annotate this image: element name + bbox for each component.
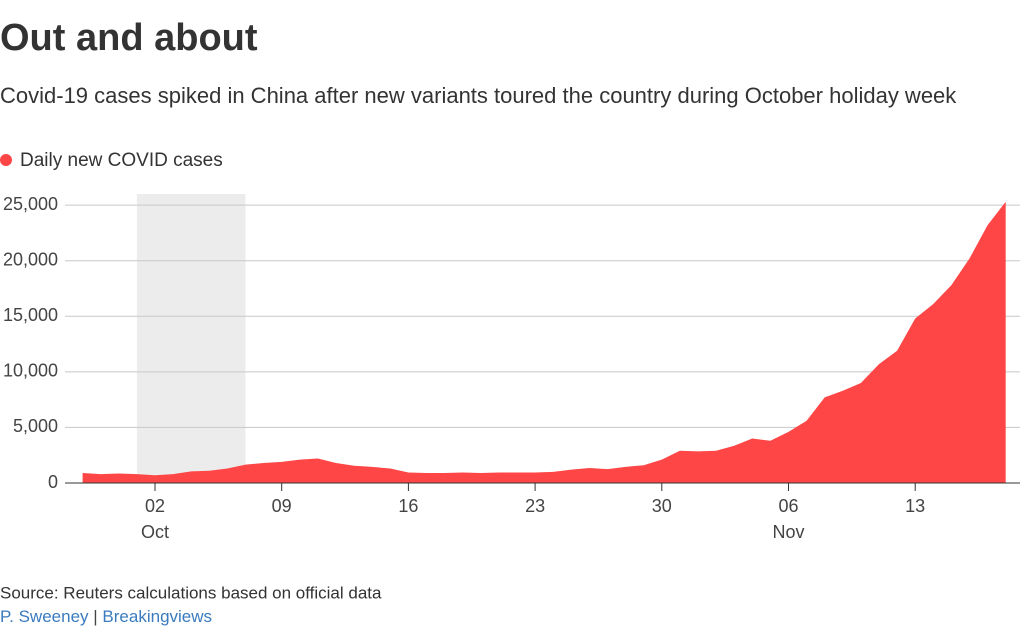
- x-tick-label: 09: [272, 496, 292, 516]
- separator: |: [93, 607, 97, 626]
- y-tick-label: 25,000: [3, 194, 58, 214]
- y-tick-label: 10,000: [3, 361, 58, 381]
- y-tick-label: 0: [48, 472, 58, 492]
- credit: P. Sweeney | Breakingviews: [0, 607, 212, 626]
- chart-subtitle: Covid-19 cases spiked in China after new…: [0, 83, 957, 108]
- x-tick-label: 02: [145, 496, 165, 516]
- holiday-shade: [136, 194, 246, 483]
- x-month-label: Nov: [772, 522, 804, 542]
- author[interactable]: P. Sweeney: [0, 607, 89, 626]
- x-tick-label: 06: [778, 496, 798, 516]
- x-tick-label: 30: [652, 496, 672, 516]
- publisher[interactable]: Breakingviews: [102, 607, 212, 626]
- y-tick-label: 20,000: [3, 249, 58, 269]
- y-tick-label: 5,000: [13, 416, 58, 436]
- chart-title: Out and about: [0, 17, 258, 59]
- x-tick-label: 16: [398, 496, 418, 516]
- x-month-label: Oct: [141, 522, 169, 542]
- legend-marker: [0, 154, 12, 166]
- area: [82, 201, 1006, 483]
- legend-label: Daily new COVID cases: [20, 150, 223, 171]
- source: Source: Reuters calculations based on of…: [0, 583, 382, 602]
- y-tick-label: 15,000: [3, 305, 58, 325]
- x-tick-label: 23: [525, 496, 545, 516]
- x-tick-label: 13: [905, 496, 925, 516]
